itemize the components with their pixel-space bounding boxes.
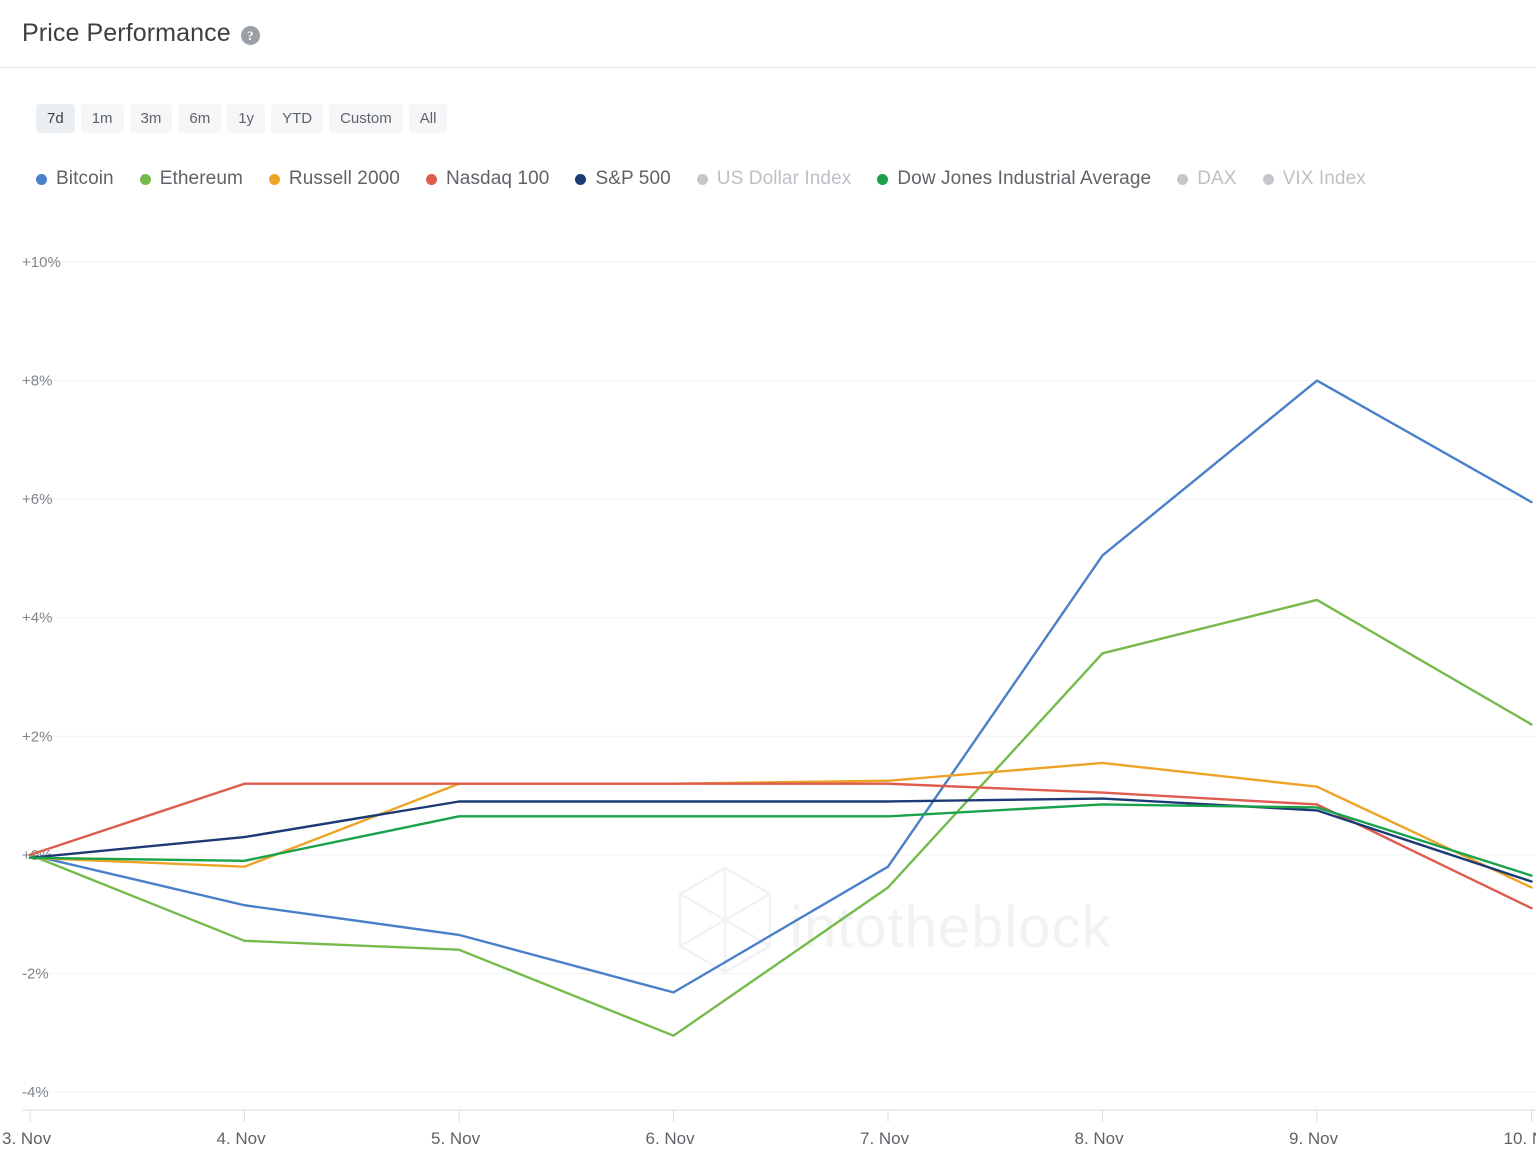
legend-item-label: US Dollar Index — [716, 168, 852, 189]
series-line-s-p-500[interactable] — [28, 797, 1533, 883]
legend-item-label: Ethereum — [159, 168, 243, 189]
x-axis-tick-label: 9. Nov — [1289, 1129, 1339, 1148]
range-button-1y[interactable]: 1y — [227, 104, 266, 133]
range-button-6m[interactable]: 6m — [178, 104, 222, 133]
legend-color-dot — [575, 173, 587, 185]
legend-item-label: Bitcoin — [56, 168, 114, 189]
series-line-bitcoin[interactable] — [28, 379, 1533, 994]
range-button-ytd[interactable]: YTD — [271, 104, 324, 133]
series-line-russell-2000[interactable] — [28, 761, 1533, 889]
legend-item-dow-jones-industrial-average[interactable]: Dow Jones Industrial Average — [877, 168, 1151, 190]
legend-item-s-p-500[interactable]: S&P 500 — [575, 168, 671, 190]
legend-item-label: Dow Jones Industrial Average — [897, 168, 1152, 189]
series-line-nasdaq-100[interactable] — [28, 782, 1533, 910]
legend-item-bitcoin[interactable]: Bitcoin — [36, 168, 114, 190]
legend-item-label: Nasdaq 100 — [445, 168, 550, 189]
line-chart: +10%+8%+6%+4%+2%+0%-2%-4%intotheblock3. … — [2, 254, 1536, 1148]
legend-item-dax[interactable]: DAX — [1177, 168, 1236, 190]
widget-header: Price Performance ? — [0, 0, 1536, 68]
y-axis-tick-label: -4% — [22, 1084, 49, 1101]
series-line-dow-jones-industrial-average[interactable] — [28, 803, 1533, 877]
legend-color-dot — [1177, 173, 1189, 185]
legend-color-dot — [139, 173, 151, 185]
x-axis-tick-label: 4. Nov — [217, 1129, 267, 1148]
y-axis-tick-label: +10% — [22, 254, 61, 271]
range-button-custom[interactable]: Custom — [329, 104, 403, 133]
series-line-ethereum[interactable] — [28, 598, 1533, 1037]
page-title: Price Performance — [22, 19, 231, 47]
range-button-all[interactable]: All — [408, 104, 448, 133]
legend-color-dot — [696, 173, 708, 185]
legend-item-label: S&P 500 — [595, 168, 671, 189]
x-axis-tick-label: 3. Nov — [2, 1129, 52, 1148]
watermark: intotheblock — [678, 866, 1112, 974]
range-button-1m[interactable]: 1m — [80, 104, 124, 133]
legend-color-dot — [36, 173, 47, 185]
legend-item-nasdaq-100[interactable]: Nasdaq 100 — [425, 168, 550, 190]
y-axis-tick-label: +2% — [22, 728, 52, 745]
legend-color-dot — [268, 173, 280, 185]
y-axis-tick-label: +4% — [22, 610, 52, 627]
legend-item-label: VIX Index — [1282, 168, 1366, 189]
legend-color-dot — [425, 173, 437, 185]
x-axis-tick-label: 8. Nov — [1075, 1129, 1125, 1148]
legend-item-russell-2000[interactable]: Russell 2000 — [268, 168, 400, 190]
chart-legend: Bitcoin Ethereum Russell 2000 Nasdaq 100 S&P… — [36, 168, 1392, 190]
y-axis-tick-label: +8% — [22, 373, 52, 390]
legend-item-ethereum[interactable]: Ethereum — [139, 168, 243, 190]
x-axis-tick-label: 6. Nov — [646, 1129, 696, 1148]
x-axis-tick-label: 7. Nov — [860, 1129, 910, 1148]
legend-item-label: Russell 2000 — [288, 168, 400, 189]
range-button-7d[interactable]: 7d — [36, 104, 75, 133]
hexagon-cube-logo-icon — [678, 866, 772, 974]
question-mark-circle-icon[interactable]: ? — [240, 26, 260, 45]
legend-color-dot — [877, 173, 889, 185]
legend-item-label: DAX — [1197, 168, 1237, 189]
watermark-text: intotheblock — [790, 895, 1112, 960]
x-axis-tick-label: 5. Nov — [431, 1129, 481, 1148]
range-selector: 7d 1m 3m 6m 1y YTD Custom All — [36, 104, 448, 133]
legend-item-us-dollar-index[interactable]: US Dollar Index — [696, 168, 852, 190]
range-button-3m[interactable]: 3m — [129, 104, 173, 133]
y-axis-tick-label: +6% — [22, 491, 52, 508]
legend-color-dot — [1262, 173, 1274, 185]
y-axis-tick-label: -2% — [22, 965, 49, 982]
legend-item-vix-index[interactable]: VIX Index — [1262, 168, 1366, 190]
x-axis-tick-label: 10. Nov — [1504, 1129, 1536, 1148]
chart-area: +10% +8% +6% +4% +2% +0% -2% -4% intotheblock 3. … — [0, 232, 1536, 1152]
